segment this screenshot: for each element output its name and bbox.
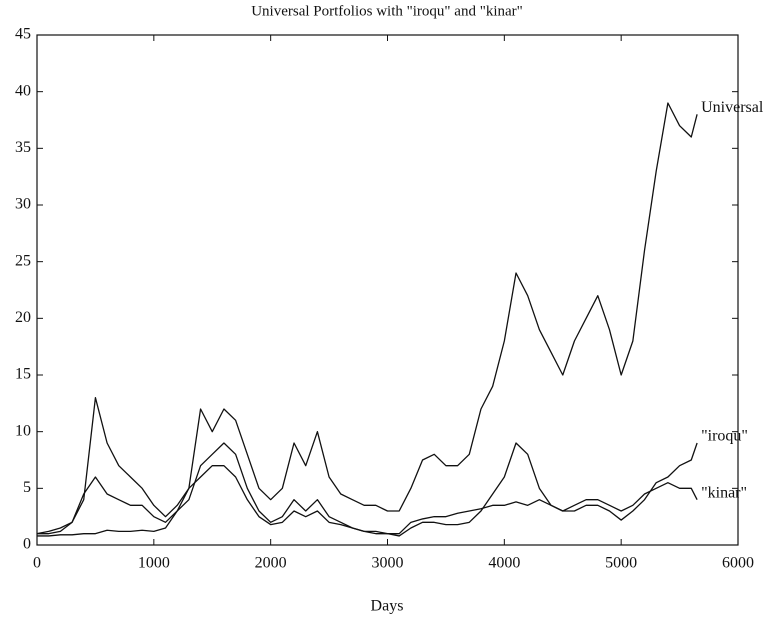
x-tick-label: 4000 [488, 555, 520, 572]
series-line [37, 442, 698, 537]
y-tick-label: 30 [15, 196, 31, 213]
y-tick-label: 5 [23, 479, 31, 496]
x-tick-label: 2000 [255, 555, 287, 572]
y-tick-label: 15 [15, 366, 31, 383]
series-label: "iroqu" [701, 428, 748, 445]
y-tick-label: 10 [15, 422, 31, 439]
y-tick-label: 40 [15, 82, 31, 99]
series-label: Universal [701, 99, 764, 116]
x-tick-label: 3000 [372, 555, 404, 572]
x-tick-label: 1000 [138, 555, 170, 572]
y-tick-label: 0 [23, 536, 31, 553]
y-tick-label: 45 [15, 26, 31, 43]
plot-frame [36, 34, 739, 546]
y-tick-label: 35 [15, 139, 31, 156]
series-line [36, 102, 698, 535]
series-label: "kinar" [701, 484, 747, 501]
x-tick-label: 0 [33, 555, 41, 572]
series-line [37, 465, 698, 537]
y-tick-label: 20 [15, 309, 31, 326]
x-tick-label: 5000 [605, 555, 637, 572]
chart-title: Universal Portfolios with "iroqu" and "k… [251, 3, 523, 19]
x-tick-label: 6000 [722, 555, 754, 572]
y-tick-label: 25 [15, 252, 31, 269]
x-axis-label: Days [371, 598, 404, 615]
